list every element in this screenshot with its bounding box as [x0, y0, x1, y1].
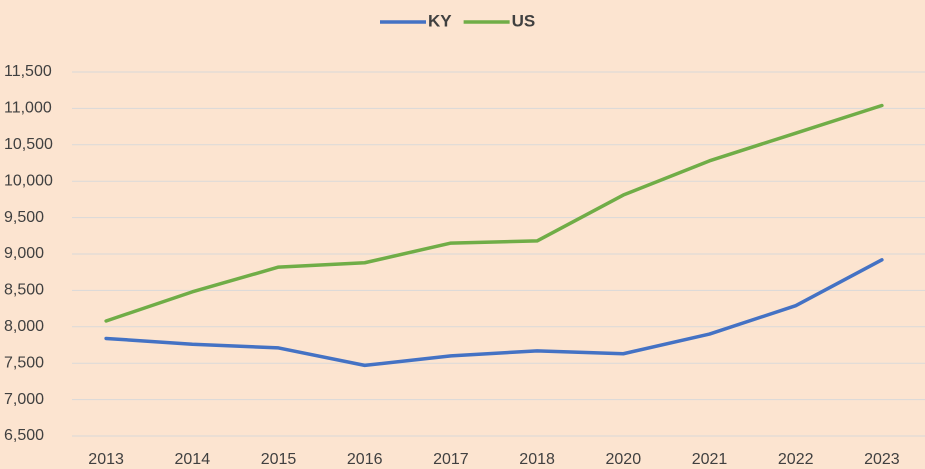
y-tick-label: 9,000	[4, 245, 44, 262]
x-tick-label: 2023	[864, 451, 900, 468]
x-tick-label: 2021	[692, 451, 728, 468]
x-tick-label: 2018	[519, 451, 555, 468]
y-tick-label: 11,000	[4, 100, 52, 117]
x-tick-label: 2016	[347, 451, 383, 468]
y-tick-label: 10,500	[4, 136, 53, 153]
x-tick-label: 2013	[88, 451, 124, 468]
x-tick-label: 2022	[778, 451, 814, 468]
x-tick-label: 2014	[175, 451, 211, 468]
x-tick-label: 2017	[433, 451, 469, 468]
y-tick-label: 11,500	[4, 63, 52, 80]
legend-label: KY	[428, 11, 452, 30]
y-tick-label: 8,000	[4, 318, 44, 335]
y-tick-label: 10,000	[4, 172, 53, 189]
y-tick-label: 9,500	[4, 209, 44, 226]
x-tick-label: 2015	[261, 451, 297, 468]
y-tick-label: 6,500	[4, 427, 44, 444]
x-tick-label: 2020	[606, 451, 642, 468]
y-tick-label: 8,500	[4, 282, 44, 299]
line-series	[104, 103, 884, 323]
legend-label: US	[512, 11, 536, 30]
y-tick-label: 7,000	[4, 391, 44, 408]
line-series	[104, 258, 884, 368]
y-tick-label: 7,500	[4, 354, 44, 371]
